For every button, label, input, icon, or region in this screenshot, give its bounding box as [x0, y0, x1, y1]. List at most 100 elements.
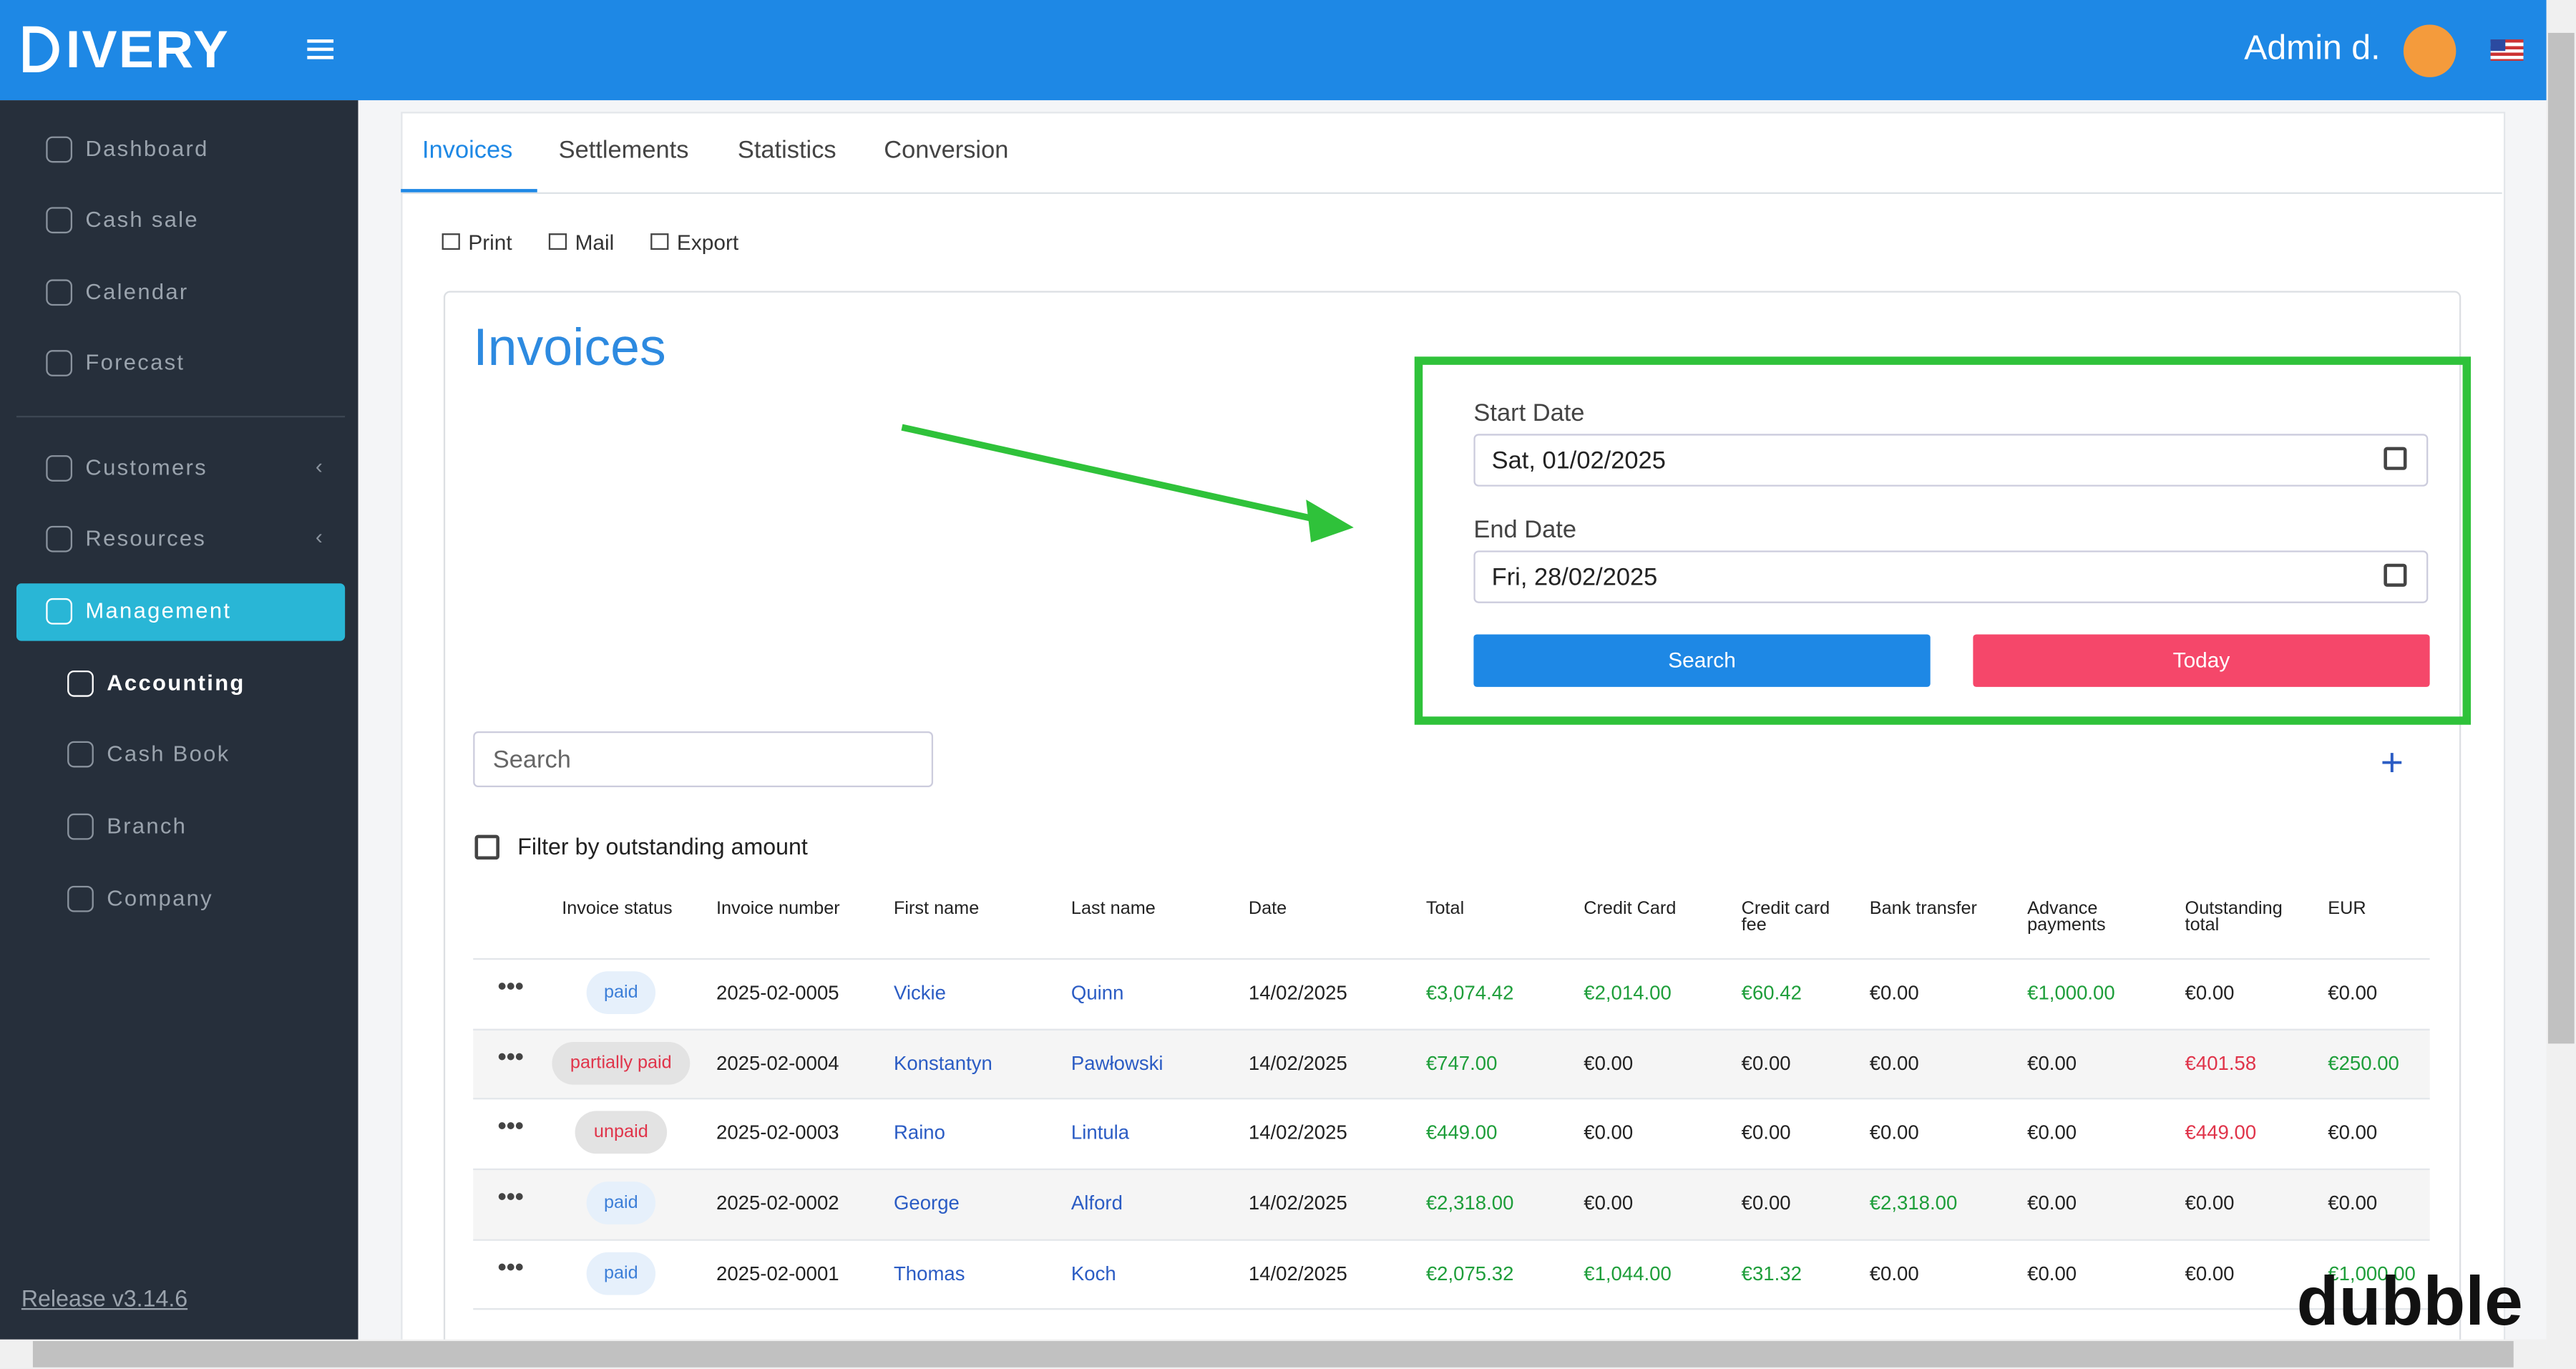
table-cell: €60.42: [1741, 981, 1802, 1005]
sidebar-item[interactable]: Company: [107, 885, 213, 911]
table-cell[interactable]: Koch: [1070, 1262, 1116, 1285]
table-cell[interactable]: Quinn: [1070, 981, 1124, 1005]
table-cell: €0.00: [2328, 981, 2378, 1005]
table-row: [473, 1028, 2430, 1100]
scrollbar-horizontal: [0, 1339, 2547, 1369]
table-cell: 2025-02-0001: [716, 1262, 839, 1285]
table-cell[interactable]: Vickie: [893, 981, 946, 1005]
sidebar-item[interactable]: Calendar: [85, 279, 189, 304]
table-cell: €31.32: [1741, 1262, 1802, 1285]
table-cell[interactable]: Alford: [1070, 1191, 1123, 1215]
sidebar-icon: [67, 741, 94, 768]
tab-divider: [401, 192, 2502, 194]
arrow: [901, 424, 1354, 542]
avatar[interactable]: [2403, 24, 2457, 77]
sidebar-icon: [46, 455, 73, 482]
sidebar: [0, 100, 358, 1369]
sidebar-item[interactable]: Accounting: [107, 670, 245, 696]
table-cell[interactable]: Thomas: [893, 1262, 965, 1285]
row-actions[interactable]: •••: [497, 1112, 524, 1141]
sidebar-item[interactable]: Management: [85, 598, 232, 623]
sidebar-icon: [67, 813, 94, 840]
filter-label: Filter by outstanding amount: [517, 833, 808, 860]
status-text: partially paid: [552, 1041, 690, 1085]
end-date-input[interactable]: Fri, 28/02/2025: [1473, 550, 2429, 603]
sidebar-icon: [46, 525, 73, 552]
table-cell: €0.00: [2027, 1051, 2077, 1075]
start-date-label: Start Date: [1473, 399, 1585, 428]
watermark: dubble: [2296, 1262, 2523, 1340]
tab[interactable]: Settlements: [558, 136, 689, 165]
sidebar-item[interactable]: Cash sale: [85, 207, 199, 232]
sidebar-icon: [46, 350, 73, 376]
menu-toggle[interactable]: [307, 39, 334, 59]
row-actions[interactable]: •••: [497, 1183, 524, 1212]
filter-checkbox[interactable]: [474, 834, 499, 860]
page-title: Invoices: [473, 317, 666, 376]
flag[interactable]: [2490, 39, 2524, 61]
start-date-value: Sat, 01/02/2025: [1491, 447, 1666, 475]
start-date-input[interactable]: Sat, 01/02/2025: [1473, 434, 2429, 487]
table-cell[interactable]: Raino: [893, 1121, 945, 1144]
table-cell[interactable]: Lintula: [1070, 1121, 1130, 1144]
sidebar-item[interactable]: Customers: [85, 455, 208, 480]
sidebar-item[interactable]: Forecast: [85, 350, 185, 375]
table-cell: €0.00: [1741, 1121, 1791, 1144]
sidebar-icon: [46, 279, 73, 306]
today-button[interactable]: Today: [1973, 634, 2430, 687]
table-row: [473, 1168, 2430, 1239]
table-cell: €0.00: [2328, 1121, 2378, 1144]
toolbar-button[interactable]: Mail: [575, 230, 615, 255]
table-cell: €0.00: [2328, 1191, 2378, 1215]
table-cell: €0.00: [1584, 1051, 1634, 1075]
table-cell[interactable]: Konstantyn: [893, 1051, 992, 1075]
toolbar-icon: [441, 233, 460, 250]
sidebar-icon: [67, 670, 94, 697]
sidebar-item[interactable]: Resources: [85, 525, 207, 551]
table-cell[interactable]: Pawłowski: [1070, 1051, 1163, 1075]
tab-underline: [401, 189, 537, 193]
tab[interactable]: Invoices: [422, 136, 513, 165]
sidebar-item[interactable]: Dashboard: [85, 136, 209, 162]
column-header: Outstanding total: [2185, 899, 2283, 935]
tab[interactable]: Statistics: [737, 136, 836, 165]
table-cell: €0.00: [1869, 1121, 1919, 1144]
sidebar-item[interactable]: Branch: [107, 813, 187, 839]
sidebar-divider: [16, 416, 346, 418]
table-cell: €0.00: [1584, 1191, 1634, 1215]
column-header: Credit card fee: [1741, 899, 1830, 935]
add-button[interactable]: +: [2380, 741, 2404, 786]
table-cell: 2025-02-0002: [716, 1191, 839, 1215]
search-button[interactable]: Search: [1473, 634, 1931, 687]
toolbar-icon: [548, 233, 567, 250]
row-actions[interactable]: •••: [497, 973, 524, 1001]
calendar-icon[interactable]: [2384, 563, 2407, 587]
calendar-icon[interactable]: [2384, 447, 2407, 470]
chevron: ‹: [315, 524, 323, 550]
table-cell: 14/02/2025: [1248, 1121, 1347, 1144]
column-header: Credit Card: [1584, 899, 1677, 919]
release-link[interactable]: Release v3.14.6: [21, 1285, 188, 1312]
tab[interactable]: Conversion: [884, 136, 1009, 165]
search-placeholder: Search: [492, 746, 571, 774]
search-input[interactable]: Search: [473, 731, 934, 788]
table-cell: 14/02/2025: [1248, 1051, 1347, 1075]
toolbar-button[interactable]: Export: [676, 230, 739, 255]
toolbar-button[interactable]: Print: [468, 230, 512, 255]
column-header: Date: [1248, 899, 1287, 919]
table-cell: €0.00: [1741, 1191, 1791, 1215]
end-date-label: End Date: [1473, 516, 1577, 545]
table-cell[interactable]: George: [893, 1191, 960, 1215]
brand: IVERY: [65, 19, 230, 79]
table-cell: €449.00: [2185, 1121, 2257, 1144]
user-name[interactable]: Admin d.: [2244, 29, 2381, 68]
table-cell: €2,318.00: [1869, 1191, 1958, 1215]
table-cell: 14/02/2025: [1248, 1191, 1347, 1215]
table-cell: €0.00: [2027, 1191, 2077, 1215]
row-actions[interactable]: •••: [497, 1254, 524, 1282]
table-cell: €0.00: [2185, 981, 2235, 1005]
row-actions[interactable]: •••: [497, 1043, 524, 1072]
sidebar-item[interactable]: Cash Book: [107, 741, 230, 766]
top-bar: [0, 0, 2547, 101]
